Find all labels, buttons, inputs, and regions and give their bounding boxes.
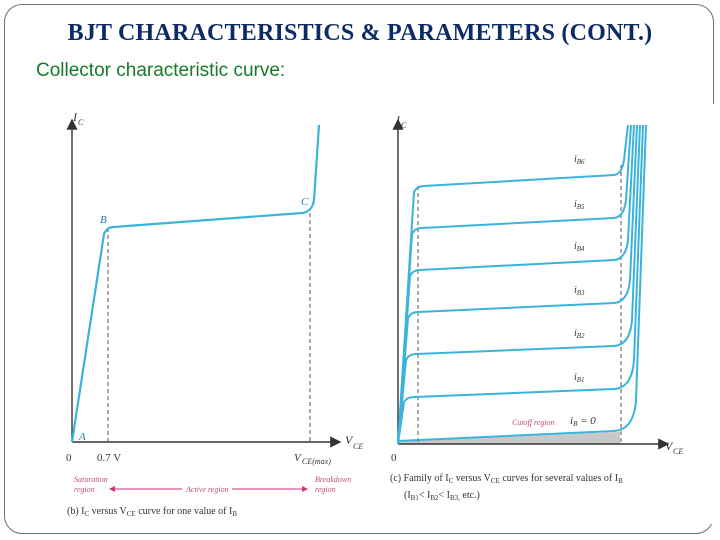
left-point-a: A: [78, 431, 86, 443]
label-ib0: iB = 0: [570, 415, 596, 428]
right-x-label: V: [665, 439, 674, 453]
cutoff-region-label: Cutoff region: [512, 418, 555, 427]
left-characteristic-curve: [70, 124, 321, 443]
left-breakdown-label: Breakdown: [315, 475, 351, 484]
left-saturation-label: Saturation: [74, 475, 108, 484]
left-point-b: B: [100, 214, 107, 226]
left-x-label: V: [345, 433, 354, 447]
right-y-label: I: [395, 113, 401, 127]
label-ib3: iB3: [574, 285, 585, 297]
curve-ib1: [397, 124, 644, 445]
curve-ib2: [397, 124, 641, 445]
label-ib2: iB2: [574, 328, 585, 340]
curve-ib6: [397, 124, 629, 445]
left-origin: 0: [66, 452, 72, 464]
right-caption-line2: (IB1< IB2< IB3, etc.): [404, 490, 480, 502]
left-y-label: I: [72, 110, 78, 124]
left-point-c: C: [301, 196, 309, 208]
right-origin: 0: [391, 452, 397, 464]
label-ib4: iB4: [574, 241, 585, 253]
right-y-sub: C: [401, 121, 407, 130]
left-y-sub: C: [78, 118, 84, 127]
right-figure: I C V CE 0 iB6 iB5 iB4 iB3 iB2 iB1 iB = …: [385, 104, 715, 524]
label-ib5: iB5: [574, 199, 585, 211]
left-x-sub: CE: [353, 442, 363, 451]
left-tick-sat: 0.7 V: [97, 452, 121, 464]
slide-subtitle: Collector characteristic curve:: [36, 60, 286, 81]
curve-ib5: [397, 124, 632, 445]
left-breakdown-label-2: region: [315, 485, 336, 494]
curve-ib0: [397, 124, 647, 442]
curve-ib4: [397, 124, 635, 445]
right-x-sub: CE: [673, 447, 683, 456]
cutoff-region-shade: [398, 432, 620, 444]
label-ib1: iB1: [574, 372, 585, 384]
left-tick-vmax-sub: CE(max): [302, 457, 331, 466]
left-figure: I C V CE 0 0.7 V V CE(max) A B C Saturat…: [56, 104, 374, 524]
left-active-label: Active region: [185, 485, 229, 494]
left-saturation-label-2: region: [74, 485, 95, 494]
slide-title: BJT CHARACTERISTICS & PARAMETERS (CONT.): [67, 20, 653, 46]
label-ib6: iB6: [574, 154, 585, 166]
curve-ib3: [397, 124, 638, 445]
left-tick-vmax: V: [294, 452, 302, 464]
right-caption-line1: (c) Family of IC versus VCE curves for s…: [390, 473, 623, 485]
left-caption: (b) IC versus VCE curve for one value of…: [67, 506, 237, 518]
